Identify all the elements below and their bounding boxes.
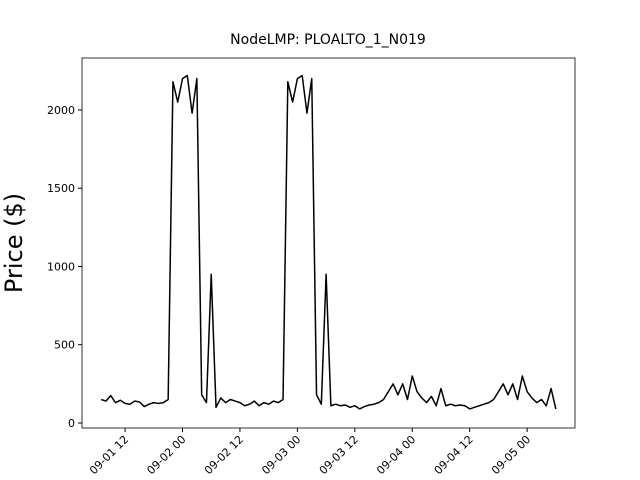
y-tick-label: 1000 bbox=[47, 260, 75, 273]
x-tick-label: 09-01 12 bbox=[87, 433, 131, 477]
y-tick-label: 500 bbox=[54, 339, 75, 352]
x-tick-label: 09-02 00 bbox=[144, 433, 188, 477]
x-tick-label: 09-02 12 bbox=[202, 433, 246, 477]
x-tick-label: 09-03 00 bbox=[259, 433, 303, 477]
chart-title: NodeLMP: PLOALTO_1_N019 bbox=[230, 32, 426, 48]
y-tick-label: 0 bbox=[68, 417, 75, 430]
y-axis-label: Price ($) bbox=[0, 193, 28, 293]
price-line bbox=[100, 74, 557, 410]
x-tick-label: 09-04 12 bbox=[432, 433, 476, 477]
x-tick-label: 09-03 12 bbox=[317, 433, 361, 477]
x-tick-label: 09-04 00 bbox=[374, 433, 418, 477]
y-tick-label: 1500 bbox=[47, 182, 75, 195]
plot-frame bbox=[81, 57, 576, 429]
x-tick-label: 09-05 00 bbox=[489, 433, 533, 477]
y-tick-label: 2000 bbox=[47, 104, 75, 117]
